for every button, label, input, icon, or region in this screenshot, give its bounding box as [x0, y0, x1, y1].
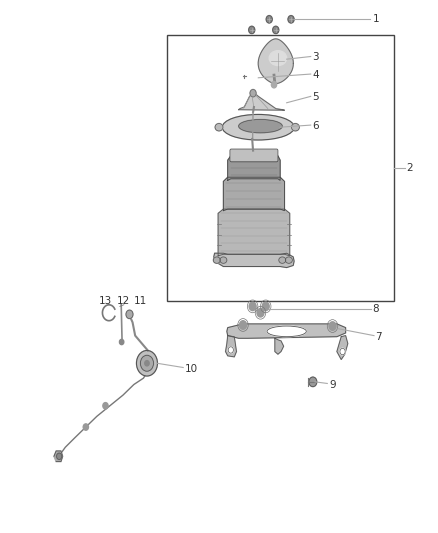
Text: 10: 10: [185, 364, 198, 374]
Polygon shape: [258, 39, 293, 84]
Text: 7: 7: [375, 332, 382, 342]
Ellipse shape: [291, 124, 299, 131]
Circle shape: [250, 90, 256, 97]
Text: 13: 13: [99, 296, 112, 306]
Polygon shape: [218, 209, 290, 256]
Text: 1: 1: [373, 14, 379, 25]
Ellipse shape: [279, 257, 286, 263]
Ellipse shape: [267, 326, 306, 337]
Circle shape: [329, 322, 336, 330]
Circle shape: [249, 302, 256, 311]
Text: 3: 3: [312, 52, 318, 61]
Circle shape: [266, 15, 272, 23]
Text: 8: 8: [373, 304, 379, 314]
Circle shape: [83, 424, 88, 430]
Circle shape: [257, 309, 264, 317]
Circle shape: [262, 302, 269, 311]
Polygon shape: [275, 338, 284, 354]
Ellipse shape: [269, 51, 287, 66]
Polygon shape: [227, 324, 346, 338]
Text: 9: 9: [329, 379, 336, 390]
Polygon shape: [214, 253, 294, 268]
Text: 6: 6: [312, 120, 318, 131]
Circle shape: [145, 361, 149, 366]
Circle shape: [126, 310, 133, 319]
Circle shape: [57, 453, 62, 459]
Polygon shape: [226, 336, 237, 357]
Circle shape: [340, 349, 345, 355]
Bar: [166, 35, 394, 301]
Circle shape: [141, 356, 153, 371]
Text: 12: 12: [117, 296, 130, 306]
Circle shape: [249, 26, 255, 34]
Circle shape: [309, 377, 317, 386]
Circle shape: [272, 82, 277, 88]
Circle shape: [228, 347, 233, 353]
Text: 2: 2: [406, 163, 413, 173]
Ellipse shape: [213, 257, 220, 263]
Ellipse shape: [222, 115, 294, 140]
Text: 4: 4: [312, 70, 318, 80]
Polygon shape: [223, 177, 285, 211]
Ellipse shape: [220, 257, 227, 263]
Circle shape: [288, 15, 294, 23]
Ellipse shape: [286, 257, 292, 263]
Circle shape: [120, 340, 124, 345]
Ellipse shape: [239, 119, 283, 133]
Ellipse shape: [215, 124, 223, 131]
Polygon shape: [337, 336, 348, 360]
Text: 11: 11: [134, 296, 147, 306]
Circle shape: [273, 26, 279, 34]
FancyBboxPatch shape: [230, 149, 278, 162]
Polygon shape: [239, 93, 285, 110]
Polygon shape: [54, 451, 63, 462]
Circle shape: [103, 402, 108, 409]
Circle shape: [240, 321, 247, 329]
Text: 5: 5: [312, 92, 318, 102]
Circle shape: [137, 351, 157, 376]
Polygon shape: [228, 156, 280, 180]
